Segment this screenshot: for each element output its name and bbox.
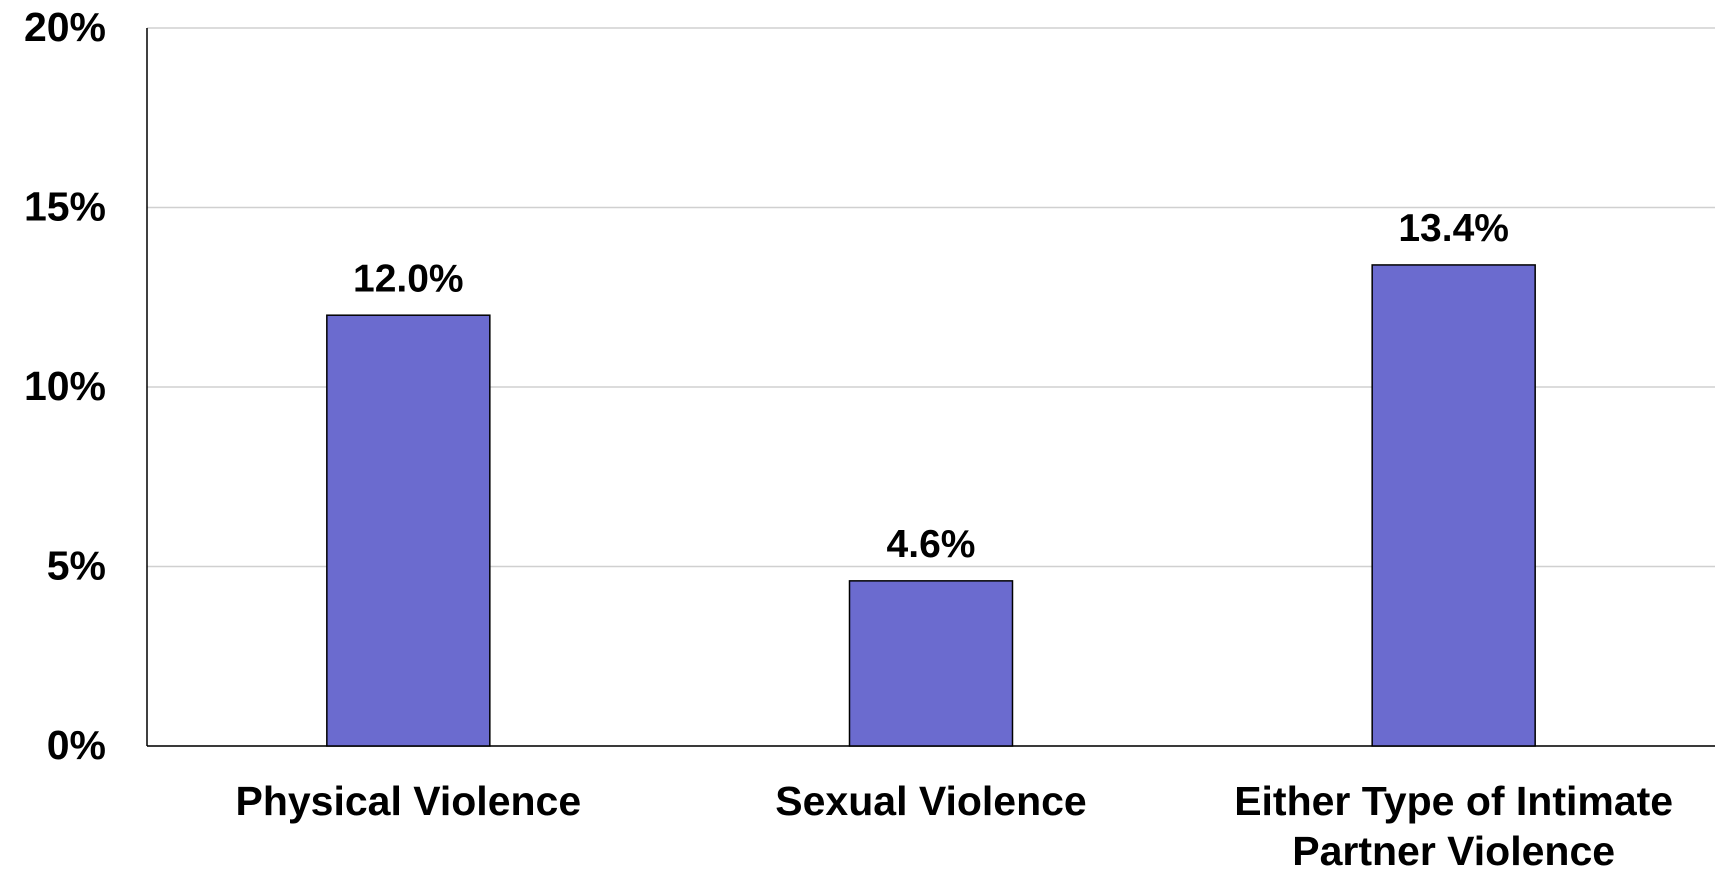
value-label: 13.4% (1398, 207, 1509, 250)
value-label: 4.6% (887, 523, 976, 566)
value-label: 12.0% (353, 257, 464, 300)
y-tick-label: 10% (24, 363, 106, 409)
x-tick-label: Either Type of Intimate Partner Violence (1234, 778, 1674, 874)
y-tick-label: 20% (24, 4, 106, 50)
bar (326, 314, 491, 747)
bar (1371, 264, 1536, 747)
x-tick-label: Physical Violence (235, 778, 582, 824)
x-tick-label: Sexual Violence (775, 778, 1087, 824)
y-tick-label: 15% (24, 183, 106, 229)
bar (848, 580, 1014, 747)
y-tick-label: 5% (47, 542, 106, 588)
y-tick-label: 0% (47, 722, 106, 768)
